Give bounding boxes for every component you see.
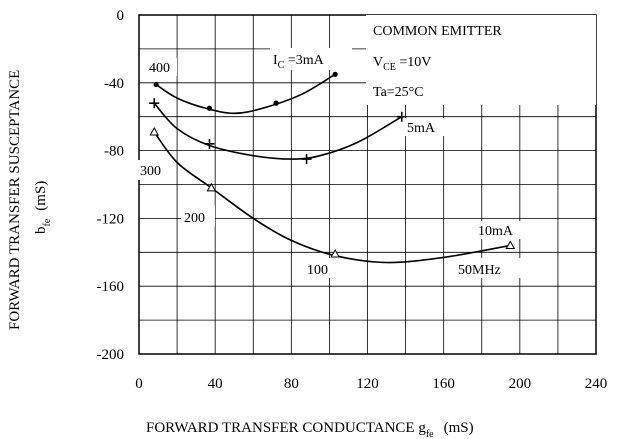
data-point-cross [204, 138, 215, 149]
data-point-triangle [149, 126, 160, 136]
curves [153, 73, 511, 264]
conditions-line-3: Ta=25°C [373, 85, 424, 100]
y-axis-symbol: bfe (mS) [33, 181, 53, 234]
conditions-background [366, 15, 596, 105]
conditions-line-2-rest: =10V [396, 55, 432, 70]
data-point-dot [332, 71, 338, 77]
series-label-3ma-main: I [273, 53, 278, 68]
freq-label-400: 400 [149, 61, 170, 76]
data-point-cross [149, 98, 160, 109]
data-point-triangle [206, 182, 217, 192]
freq-label-400-background [147, 58, 177, 76]
conditions-line-2-sub: CE [383, 62, 396, 73]
y-tick-label: -40 [104, 76, 124, 92]
x-tick-labels: 0 40 80 120 160 200 240 [135, 376, 607, 392]
data-point-triangle [330, 248, 340, 258]
freq-label-200-background [181, 206, 215, 226]
freq-label-50mhz-background [455, 258, 521, 278]
markers [149, 71, 516, 258]
freq-label-100-background [304, 258, 338, 278]
x-tick-label: 0 [135, 376, 143, 392]
freq-label-200: 200 [184, 211, 205, 226]
series-label-3ma-rest: =3mA [284, 53, 324, 68]
x-tick-label: 240 [585, 376, 608, 392]
y-tick-label: -160 [97, 279, 125, 295]
x-tick-label: 200 [509, 376, 532, 392]
freq-label-100: 100 [307, 263, 328, 278]
x-axis-label: FORWARD TRANSFER CONDUCTANCE gfe (mS) [146, 420, 474, 439]
freq-label-300-background [137, 160, 171, 180]
data-point-dot [153, 81, 159, 88]
y-axis-symbol-unit: (mS) [33, 181, 49, 211]
series-label-3ma-sub: C [278, 60, 285, 71]
series-label-3ma: IC =3mA [273, 53, 325, 71]
x-axis-label-sub: fe [426, 429, 434, 439]
series-label-10ma: 10mA [478, 224, 514, 239]
data-point-cross [396, 111, 407, 122]
series-curve-1 [153, 102, 403, 160]
series-curve-2 [153, 131, 511, 264]
x-tick-label: 80 [284, 376, 299, 392]
series-label-3ma-background [270, 48, 352, 70]
freq-label-50mhz: 50MHz [458, 263, 501, 278]
series-curve-0 [155, 73, 336, 115]
x-tick-label: 160 [432, 376, 455, 392]
data-point-dot [206, 105, 213, 111]
y-tick-label: -80 [104, 144, 124, 160]
conditions-line-1: COMMON EMITTER [373, 24, 502, 39]
freq-label-300: 300 [140, 164, 161, 179]
conditions-line-2: VCE =10V [373, 55, 431, 73]
conditions-line-2-main: V [373, 55, 383, 70]
series-label-5ma-background [405, 118, 449, 136]
y-tick-label: -200 [97, 347, 125, 363]
data-point-cross [301, 154, 312, 165]
data-point-triangle [505, 240, 516, 250]
y-axis-symbol-main: b [33, 227, 49, 235]
y-tick-labels: 0 -40 -80 -120 -160 -200 [97, 8, 125, 363]
x-axis-label-main: FORWARD TRANSFER CONDUCTANCE g [146, 420, 426, 436]
series-label-10ma-background [476, 221, 526, 239]
y-tick-label: -120 [97, 211, 125, 227]
x-axis-label-unit: (mS) [444, 420, 474, 436]
y-tick-label: 0 [117, 8, 125, 24]
y-axis-symbol-sub: fe [42, 218, 53, 226]
data-point-dot [273, 100, 279, 106]
y-axis-label: FORWARD TRANSFER SUSCEPTANCE [7, 70, 23, 330]
x-tick-label: 40 [208, 376, 223, 392]
x-tick-label: 120 [356, 376, 379, 392]
series-label-5ma: 5mA [407, 121, 436, 136]
